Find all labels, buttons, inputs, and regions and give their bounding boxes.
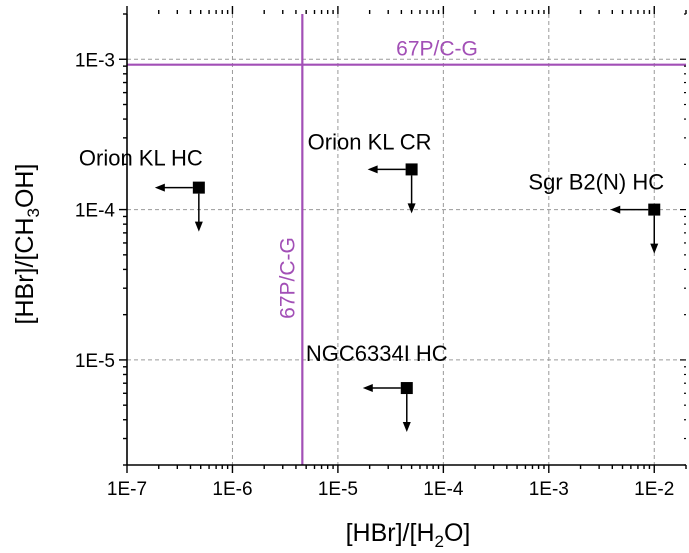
x-tick-label: 1E-4 (423, 479, 464, 500)
arrowhead-down (650, 243, 659, 254)
data-point-label: Orion KL CR (308, 129, 432, 154)
y-axis-title-subscript: 3 (24, 208, 43, 217)
x-axis-title: [HBr]/[H2O] (346, 519, 471, 551)
x-axis-title-subscript: 2 (435, 532, 444, 551)
grid-lines (127, 14, 686, 465)
arrowhead-down (402, 422, 411, 433)
y-axis-title: [HBr]/[CH3OH] (11, 164, 43, 325)
data-point-marker (648, 203, 661, 216)
x-tick-label: 1E-5 (318, 479, 358, 500)
y-tick-label: 1E-4 (75, 201, 116, 222)
y-tick-label: 1E-5 (75, 351, 115, 372)
data-point-label: Orion KL HC (79, 146, 203, 171)
y-tick-label: 1E-3 (75, 50, 115, 71)
data-point-group: Orion KL HC (79, 146, 205, 232)
x-tick-label: 1E-6 (212, 479, 252, 500)
data-point-marker (405, 163, 418, 176)
reference-lines: 67P/C-G 67P/C-G (127, 14, 686, 465)
data-point-group: Orion KL CR (308, 129, 432, 214)
arrowhead-left (367, 165, 378, 174)
arrowhead-down (407, 203, 416, 214)
arrowhead-left (610, 205, 621, 214)
data-points: Orion KL HC Orion KL CR Sgr B2(N) HC NGC633… (79, 129, 664, 433)
data-point-marker (192, 181, 205, 194)
arrowhead-left (154, 183, 165, 192)
reference-label-horizontal: 67P/C-G (396, 38, 478, 61)
data-point-label: Sgr B2(N) HC (528, 170, 664, 195)
data-point-group: NGC6334I HC (306, 341, 448, 433)
x-tick-label: 1E-7 (107, 479, 147, 500)
reference-label-vertical: 67P/C-G (276, 237, 299, 319)
x-tick-label: 1E-3 (529, 479, 569, 500)
plot-frame (126, 14, 686, 466)
x-tick-label: 1E-2 (634, 479, 674, 500)
data-point-label: NGC6334I HC (306, 341, 448, 366)
data-point-group: Sgr B2(N) HC (528, 170, 664, 254)
data-point-marker (400, 382, 413, 395)
axis-ticks: 1E-7 1E-6 1E-5 1E-4 1E-3 1E-2 1E-5 1E-4 1E-3 (75, 6, 687, 500)
arrowhead-left (362, 384, 373, 393)
arrowhead-down (194, 221, 203, 232)
